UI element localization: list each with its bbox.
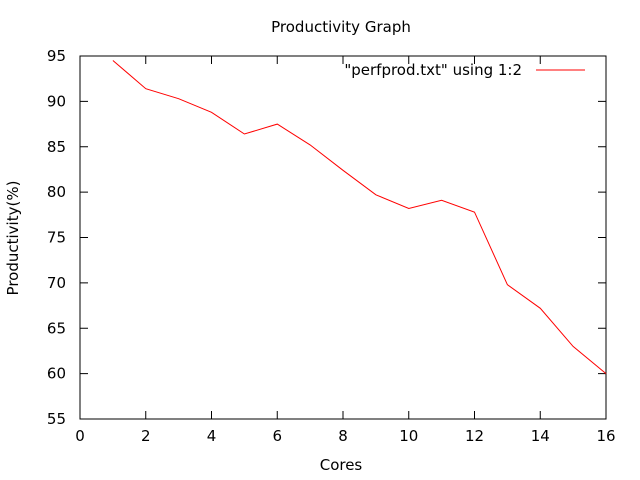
legend: "perfprod.txt" using 1:2 xyxy=(344,61,585,79)
plot-border xyxy=(79,55,607,420)
x-tick-label: 6 xyxy=(272,427,282,445)
x-tick-label: 16 xyxy=(596,427,615,445)
series-layer xyxy=(112,60,607,374)
y-tick-label: 90 xyxy=(47,92,66,110)
legend-label: "perfprod.txt" using 1:2 xyxy=(344,61,522,79)
y-tick-label: 60 xyxy=(47,365,66,383)
y-axis-label: Productivity(%) xyxy=(4,181,22,296)
y-tick-label: 55 xyxy=(47,410,66,428)
y-tick-label: 70 xyxy=(47,274,66,292)
y-tick-label: 80 xyxy=(47,183,66,201)
axes-layer: 0 2 4 6 8 10 12 14 16 55 60 65 70 75 80 85 90 95 xyxy=(47,47,616,445)
x-tick-label: 10 xyxy=(399,427,418,445)
x-tick-label: 2 xyxy=(141,427,151,445)
x-axis-label: Cores xyxy=(320,456,363,474)
y-tick-label: 95 xyxy=(47,47,66,65)
x-tick-label: 14 xyxy=(531,427,550,445)
x-tick-label: 0 xyxy=(75,427,85,445)
y-tick-label: 75 xyxy=(47,229,66,247)
y-tick-label: 65 xyxy=(47,319,66,337)
y-tick-label: 85 xyxy=(47,138,66,156)
chart-title: Productivity Graph xyxy=(271,18,411,36)
x-tick-label: 8 xyxy=(338,427,348,445)
x-tick-label: 4 xyxy=(207,427,217,445)
x-tick-label: 12 xyxy=(465,427,484,445)
series-line xyxy=(112,60,607,374)
